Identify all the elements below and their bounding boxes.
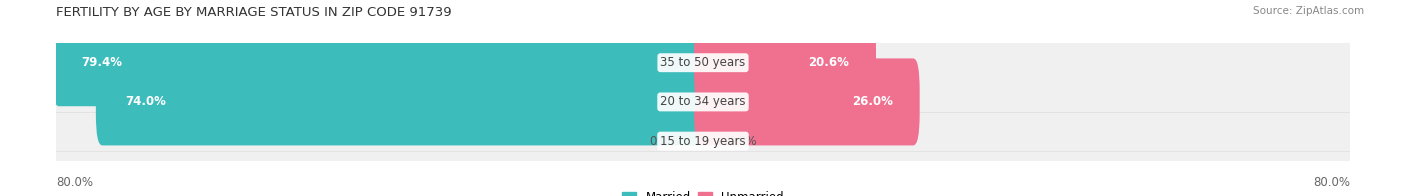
Text: 0.0%: 0.0% [650,135,679,148]
Text: 20 to 34 years: 20 to 34 years [661,95,745,108]
FancyBboxPatch shape [52,19,710,106]
Text: 80.0%: 80.0% [56,176,93,189]
FancyBboxPatch shape [42,13,1364,113]
Text: 15 to 19 years: 15 to 19 years [661,135,745,148]
FancyBboxPatch shape [96,58,710,145]
FancyBboxPatch shape [42,91,1364,191]
Legend: Married, Unmarried: Married, Unmarried [621,191,785,196]
Text: 0.0%: 0.0% [727,135,756,148]
FancyBboxPatch shape [695,58,920,145]
Text: Source: ZipAtlas.com: Source: ZipAtlas.com [1253,6,1364,16]
Text: 35 to 50 years: 35 to 50 years [661,56,745,69]
Text: 79.4%: 79.4% [82,56,122,69]
Text: 26.0%: 26.0% [852,95,893,108]
FancyBboxPatch shape [42,52,1364,152]
Text: 80.0%: 80.0% [1313,176,1350,189]
Text: 74.0%: 74.0% [125,95,166,108]
Text: FERTILITY BY AGE BY MARRIAGE STATUS IN ZIP CODE 91739: FERTILITY BY AGE BY MARRIAGE STATUS IN Z… [56,6,451,19]
Text: 20.6%: 20.6% [808,56,849,69]
FancyBboxPatch shape [695,19,876,106]
